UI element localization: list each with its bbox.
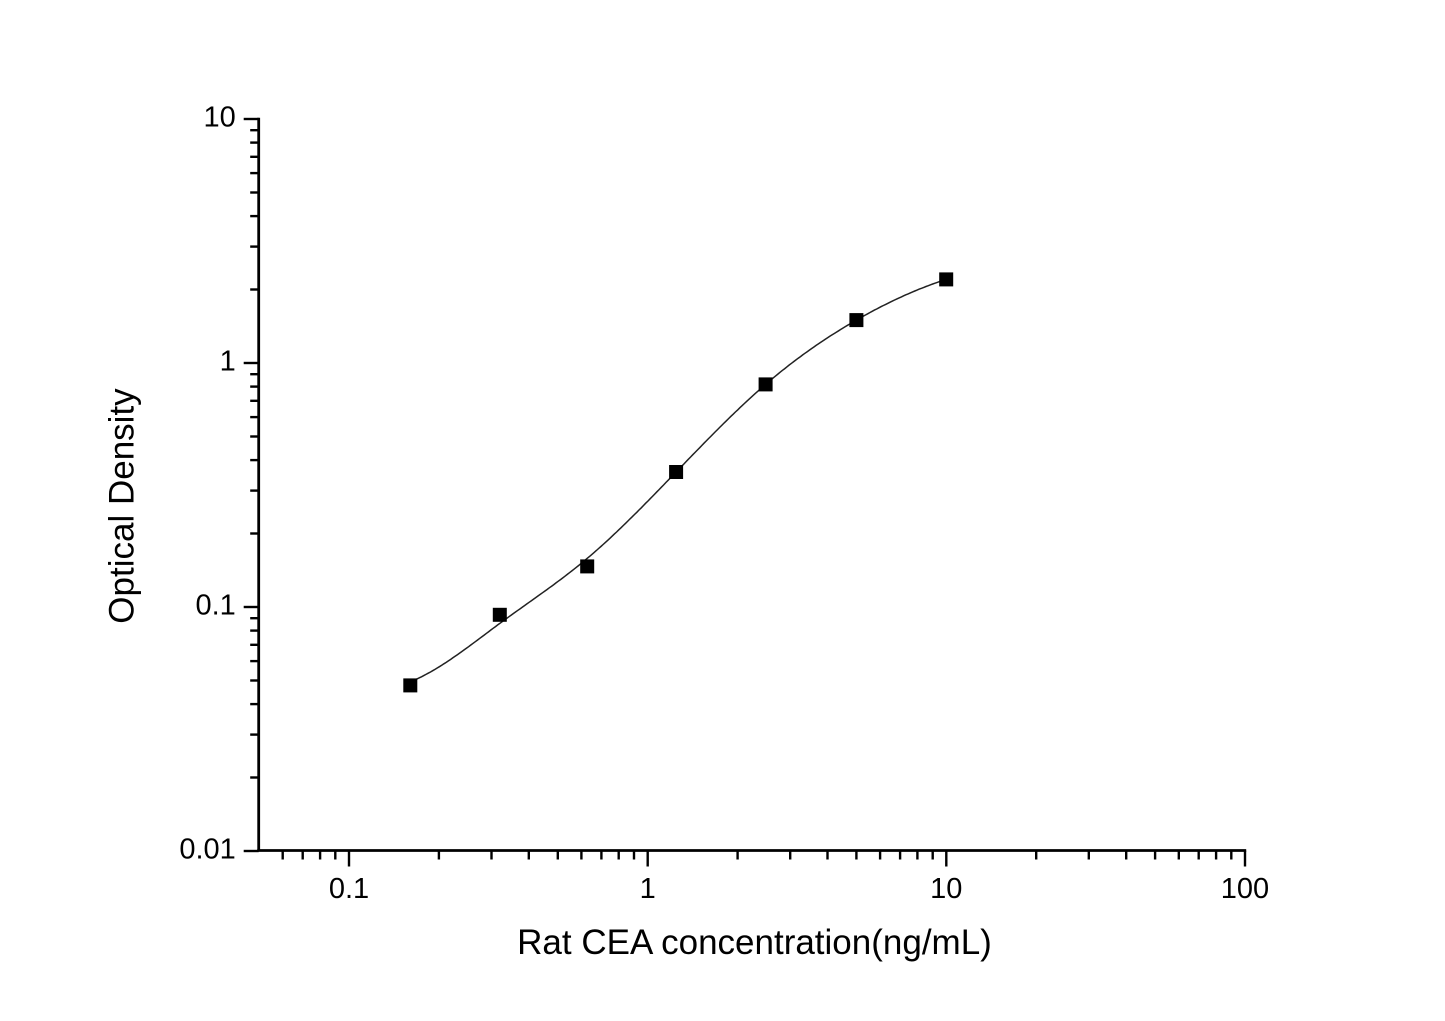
svg-text:1: 1: [640, 873, 656, 905]
svg-text:10: 10: [930, 873, 962, 905]
svg-text:10: 10: [204, 102, 236, 134]
svg-text:100: 100: [1221, 873, 1269, 905]
svg-text:0.1: 0.1: [195, 590, 235, 622]
svg-text:Rat CEA concentration(ng/mL): Rat CEA concentration(ng/mL): [517, 923, 992, 962]
svg-text:0.1: 0.1: [329, 873, 369, 905]
svg-text:1: 1: [220, 346, 236, 378]
svg-text:Optical Density: Optical Density: [103, 388, 142, 624]
svg-text:0.01: 0.01: [179, 834, 235, 866]
